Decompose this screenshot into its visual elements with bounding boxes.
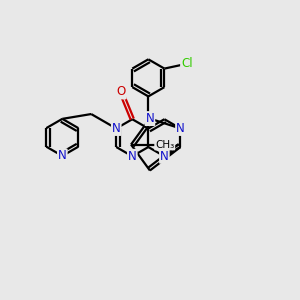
Text: CH₃: CH₃ xyxy=(155,140,174,149)
Text: N: N xyxy=(58,149,67,162)
Text: N: N xyxy=(176,122,185,135)
Text: N: N xyxy=(160,150,169,163)
Text: O: O xyxy=(116,85,126,98)
Text: N: N xyxy=(128,150,137,163)
Text: N: N xyxy=(112,122,121,135)
Text: Cl: Cl xyxy=(181,57,193,70)
Text: N: N xyxy=(146,112,154,125)
